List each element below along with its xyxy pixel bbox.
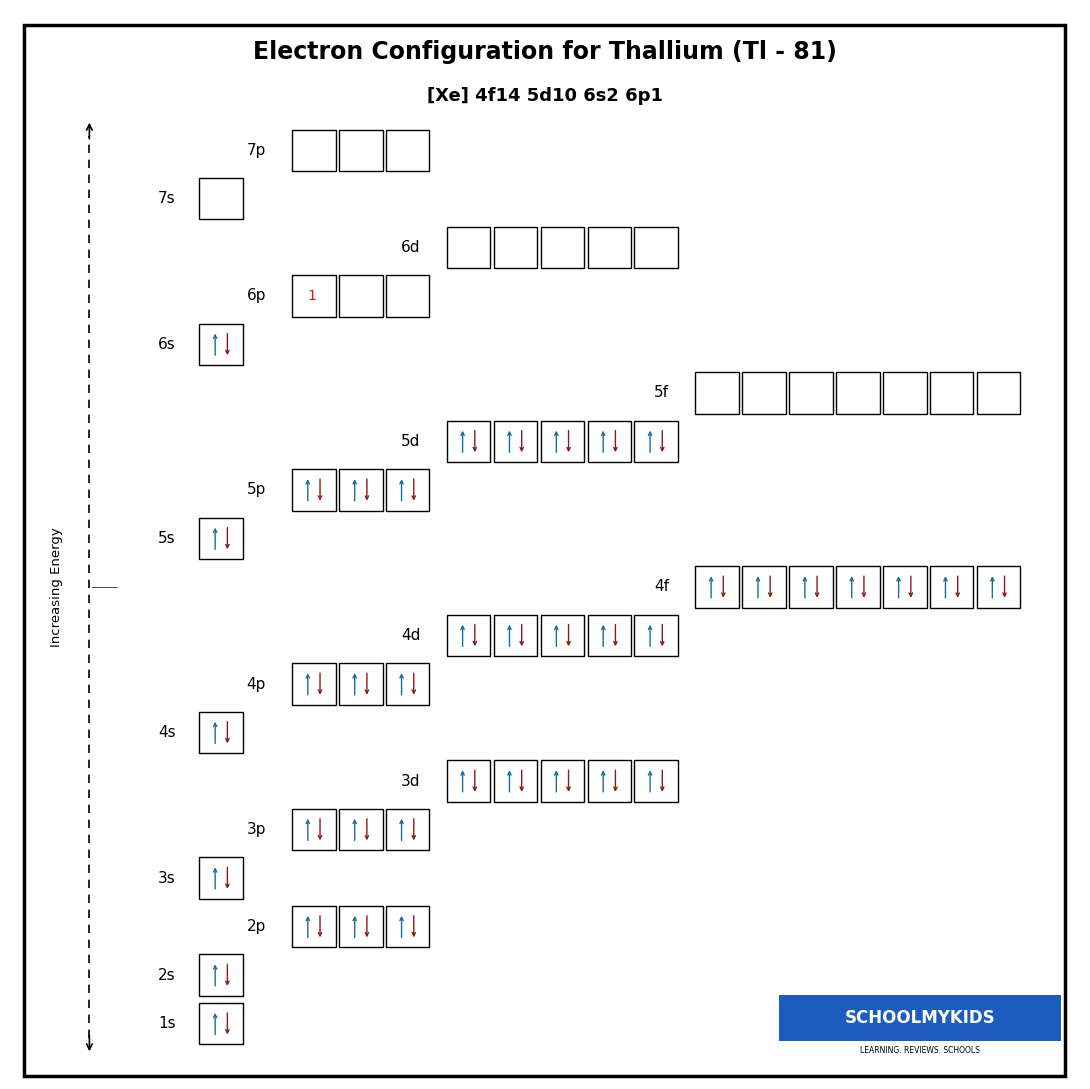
Text: 4p: 4p — [246, 676, 266, 692]
Bar — [386, 809, 429, 851]
Text: 4d: 4d — [401, 628, 421, 643]
Bar — [199, 954, 243, 995]
Bar — [339, 809, 383, 851]
Text: Increasing Energy: Increasing Energy — [50, 527, 63, 647]
Bar — [199, 323, 243, 365]
Bar — [541, 760, 584, 802]
Text: 5p: 5p — [246, 482, 266, 498]
Bar — [199, 1003, 243, 1044]
Bar — [386, 276, 429, 317]
Text: 5d: 5d — [401, 433, 421, 449]
Bar — [386, 469, 429, 511]
Text: 7p: 7p — [246, 143, 266, 158]
Bar — [634, 760, 678, 802]
Bar — [977, 566, 1020, 608]
Bar — [541, 420, 584, 462]
Text: 7s: 7s — [158, 192, 175, 206]
Bar — [339, 663, 383, 705]
Bar — [634, 420, 678, 462]
Text: 6d: 6d — [401, 240, 421, 255]
Bar — [339, 130, 383, 171]
Bar — [742, 372, 786, 414]
Bar — [447, 760, 490, 802]
Bar — [494, 227, 537, 268]
Bar — [789, 372, 833, 414]
Bar — [930, 372, 973, 414]
Text: 1: 1 — [307, 289, 316, 303]
Bar — [588, 227, 631, 268]
Text: 3d: 3d — [401, 773, 421, 788]
Bar — [836, 372, 880, 414]
Bar — [695, 372, 739, 414]
Bar — [836, 566, 880, 608]
Text: 2s: 2s — [158, 968, 175, 982]
Bar — [447, 420, 490, 462]
Bar — [292, 663, 336, 705]
Bar — [779, 995, 1061, 1041]
Bar — [588, 420, 631, 462]
Bar — [292, 469, 336, 511]
Bar — [588, 760, 631, 802]
Bar — [742, 566, 786, 608]
Bar — [292, 809, 336, 851]
Text: 3p: 3p — [246, 822, 266, 837]
Bar — [386, 130, 429, 171]
Text: 3s: 3s — [158, 870, 175, 885]
Bar — [883, 372, 926, 414]
Bar — [339, 469, 383, 511]
Text: 2p: 2p — [246, 919, 266, 934]
Bar — [494, 615, 537, 657]
Bar — [634, 615, 678, 657]
Bar — [494, 760, 537, 802]
Text: LEARNING. REVIEWS. SCHOOLS: LEARNING. REVIEWS. SCHOOLS — [860, 1047, 980, 1055]
Bar — [541, 615, 584, 657]
Text: 6s: 6s — [158, 337, 175, 352]
Text: 1s: 1s — [158, 1016, 175, 1031]
Text: SCHOOLMYKIDS: SCHOOLMYKIDS — [845, 1010, 995, 1027]
Bar — [292, 276, 336, 317]
Bar — [386, 663, 429, 705]
Text: [Xe] 4f14 5d10 6s2 6p1: [Xe] 4f14 5d10 6s2 6p1 — [427, 87, 663, 105]
Bar — [447, 227, 490, 268]
Bar — [199, 517, 243, 559]
Text: 6p: 6p — [246, 289, 266, 304]
Bar — [199, 712, 243, 754]
Bar — [339, 906, 383, 947]
Bar — [695, 566, 739, 608]
Bar — [789, 566, 833, 608]
Bar — [634, 227, 678, 268]
Bar — [541, 227, 584, 268]
Bar — [977, 372, 1020, 414]
Bar — [292, 130, 336, 171]
Bar — [447, 615, 490, 657]
Bar — [386, 906, 429, 947]
Bar — [339, 276, 383, 317]
Text: 4s: 4s — [158, 725, 175, 741]
Bar — [588, 615, 631, 657]
Bar — [199, 179, 243, 220]
FancyBboxPatch shape — [24, 25, 1065, 1076]
Bar — [930, 566, 973, 608]
Bar — [494, 420, 537, 462]
Text: 5f: 5f — [654, 386, 669, 401]
Text: 4f: 4f — [654, 579, 669, 595]
Bar — [883, 566, 926, 608]
Text: 5s: 5s — [158, 531, 175, 546]
Bar — [199, 857, 243, 898]
Text: Electron Configuration for Thallium (Tl - 81): Electron Configuration for Thallium (Tl … — [253, 40, 837, 64]
Bar — [292, 906, 336, 947]
